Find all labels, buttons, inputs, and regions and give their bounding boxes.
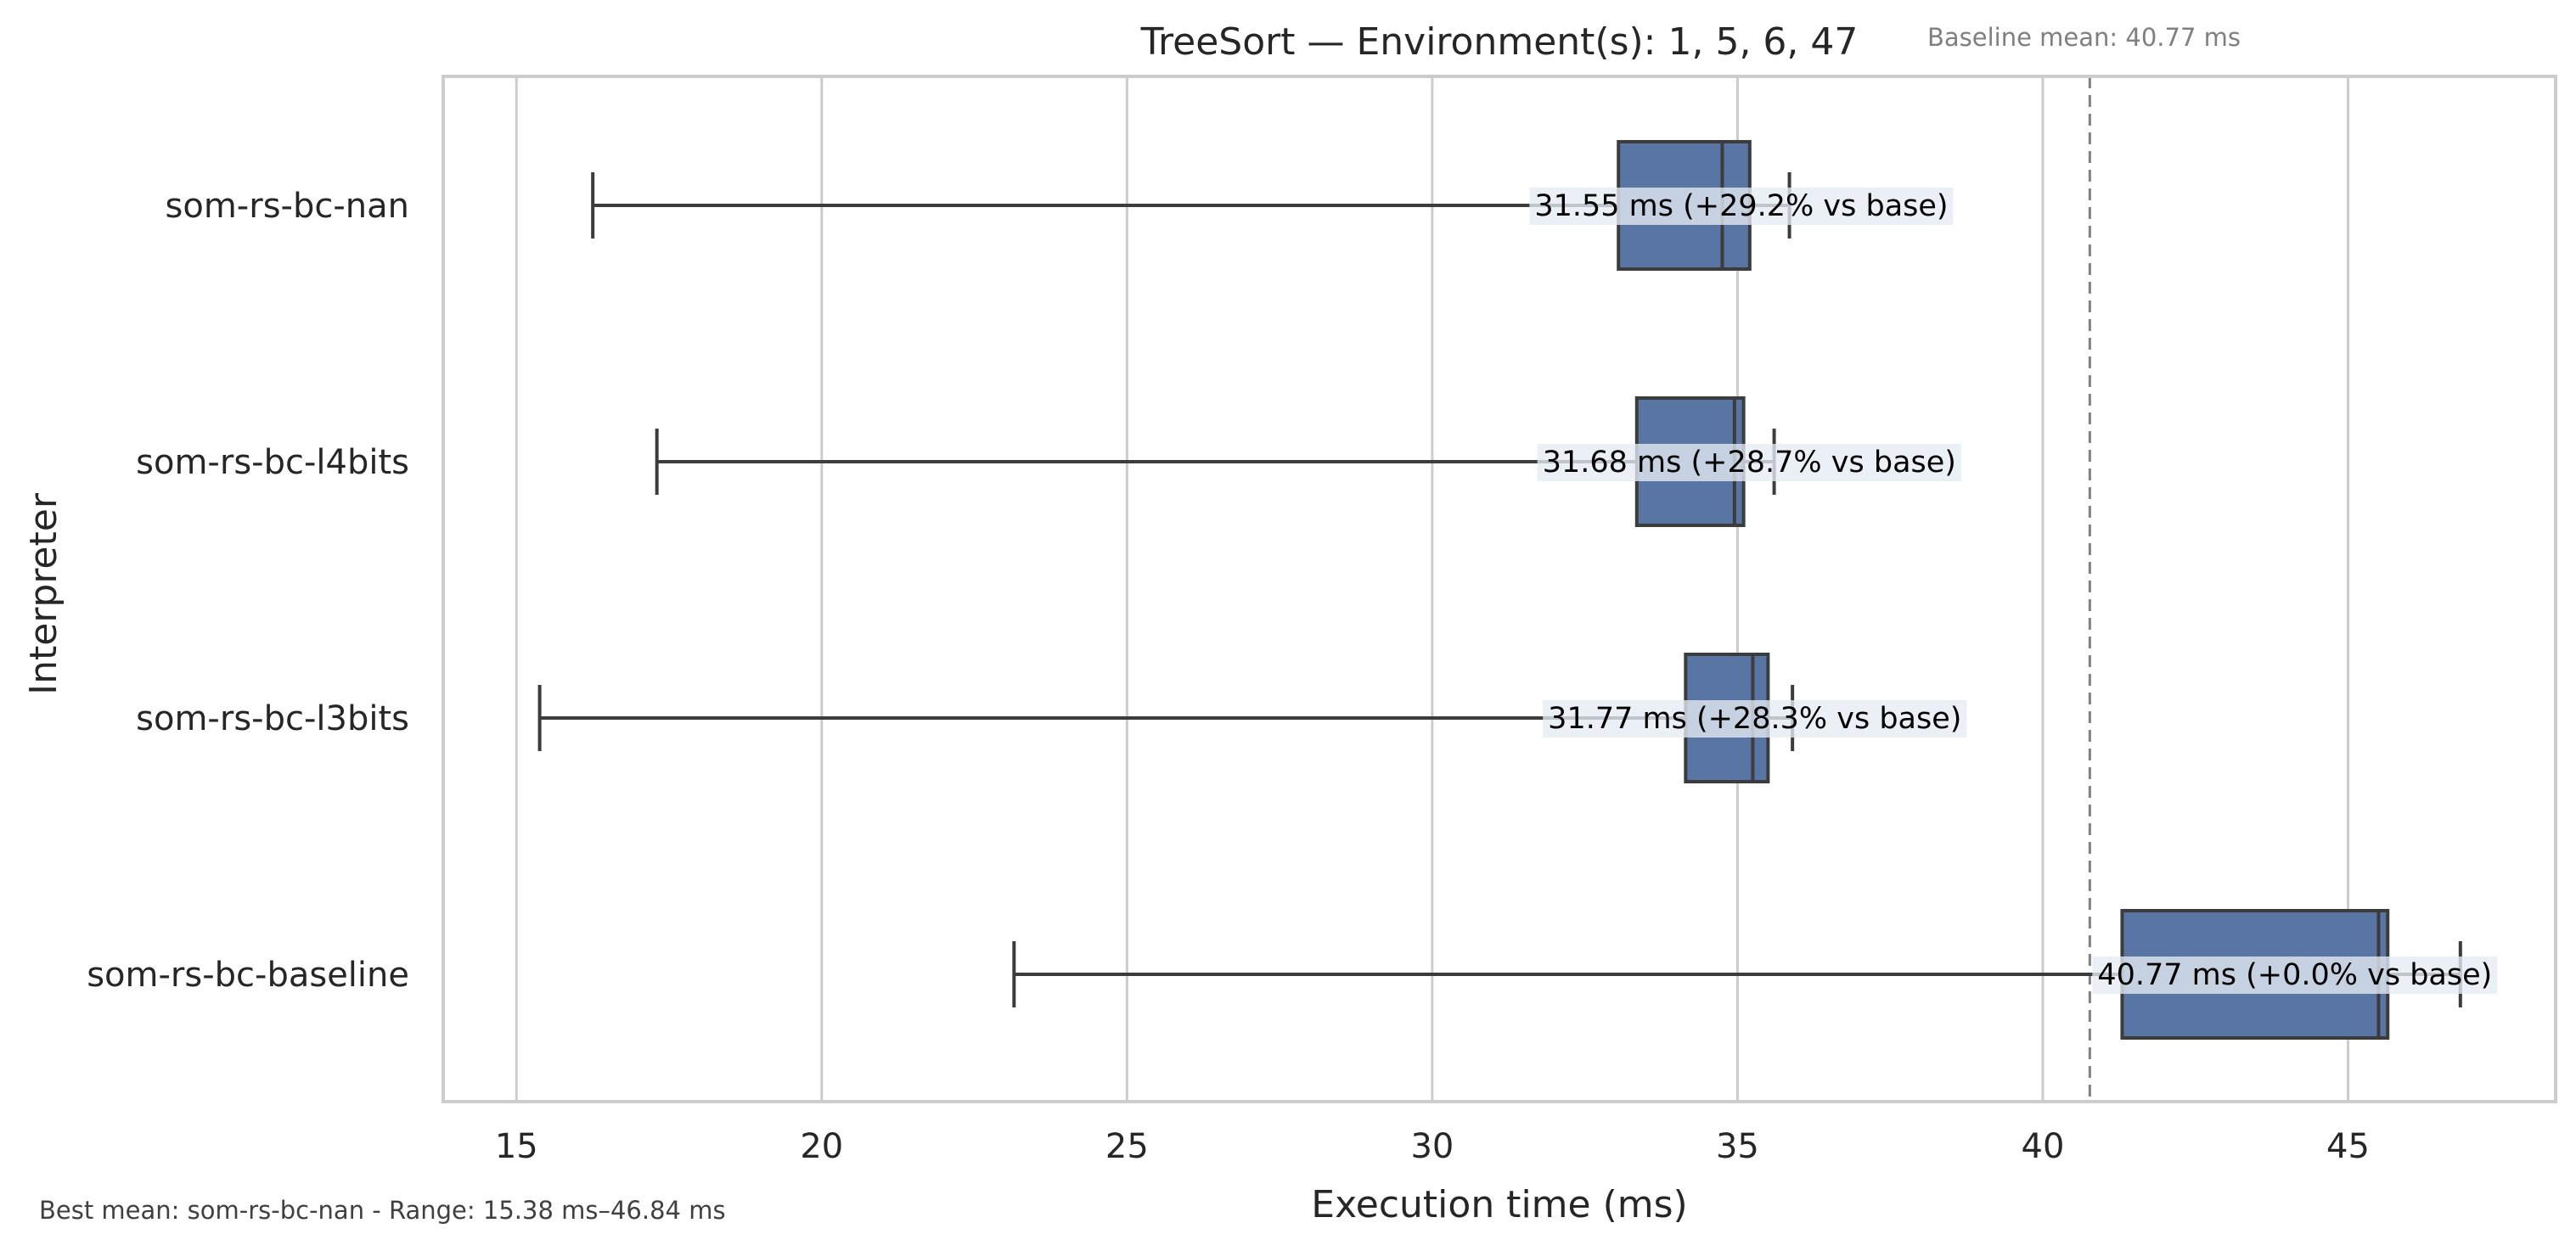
x-tick-label: 30 [1410,1127,1454,1166]
data-label-background [1543,700,1967,738]
x-tick-label: 20 [800,1127,843,1166]
chart-title: TreeSort — Environment(s): 1, 5, 6, 47 [1140,20,1859,64]
annotations: 31.55 ms (+29.2% vs base) 31.68 ms (+28.7… [1529,188,2498,994]
data-label: 31.68 ms (+28.7% vs base) [1543,446,1956,480]
category-label: som-rs-bc-l4bits [136,443,409,482]
data-label: 31.77 ms (+28.3% vs base) [1548,702,1961,736]
data-label-background [2092,956,2498,994]
x-tick-labels: 15 20 25 30 35 40 45 [495,1127,2370,1166]
y-axis-label: Interpreter [22,492,65,695]
chart-subtitle: Baseline mean: 40.77 ms [1927,23,2241,52]
data-label-background [1529,188,1954,225]
data-label: 40.77 ms (+0.0% vs base) [2097,958,2492,992]
data-label: 31.55 ms (+29.2% vs base) [1534,189,1948,223]
plot-frame [442,75,2557,1103]
footer-note: Best mean: som-rs-bc-nan - Range: 15.38 … [39,1196,726,1225]
x-tick-label: 45 [2326,1127,2370,1166]
category-label: som-rs-bc-baseline [87,956,409,995]
x-tick-label: 15 [495,1127,538,1166]
category-labels: som-rs-bc-nan som-rs-bc-l4bits som-rs-bc-l… [87,187,409,995]
x-tick-label: 40 [2022,1127,2065,1166]
x-tick-label: 35 [1716,1127,1759,1166]
x-tick-label: 25 [1105,1127,1149,1166]
data-label-background [1537,444,1961,481]
category-label: som-rs-bc-nan [166,187,409,226]
category-label: som-rs-bc-l3bits [136,699,409,738]
x-axis-label: Execution time (ms) [1311,1183,1687,1226]
